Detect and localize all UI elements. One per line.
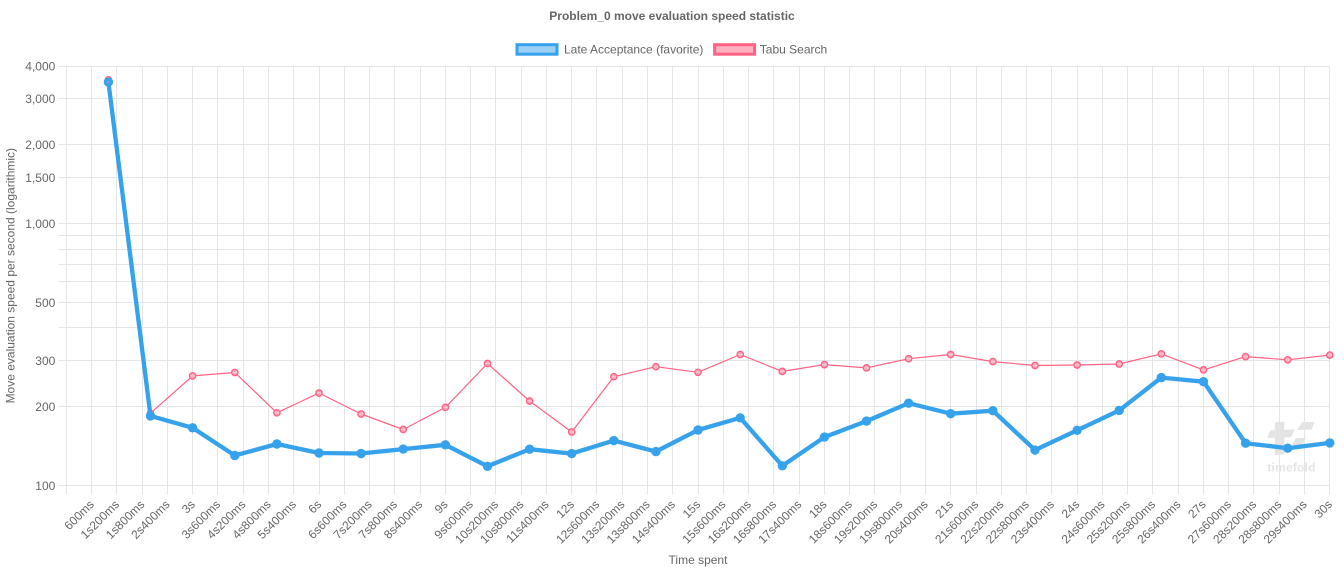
svg-text:500: 500 [35, 296, 55, 310]
svg-text:3,000: 3,000 [25, 92, 55, 106]
svg-text:Problem_0 move evaluation spee: Problem_0 move evaluation speed statisti… [549, 9, 795, 23]
svg-text:Late Acceptance (favorite): Late Acceptance (favorite) [564, 43, 703, 57]
svg-text:1,500: 1,500 [25, 171, 55, 185]
svg-text:2,000: 2,000 [25, 138, 55, 152]
svg-text:Time spent: Time spent [669, 553, 729, 567]
svg-text:1,000: 1,000 [25, 217, 55, 231]
svg-text:Move evaluation speed per seco: Move evaluation speed per second (logari… [3, 148, 17, 403]
svg-text:300: 300 [35, 354, 55, 368]
svg-text:200: 200 [35, 400, 55, 414]
svg-text:timefold: timefold [1267, 461, 1315, 475]
svg-text:100: 100 [35, 479, 55, 493]
svg-text:Tabu Search: Tabu Search [760, 43, 827, 57]
svg-text:4,000: 4,000 [25, 59, 55, 73]
